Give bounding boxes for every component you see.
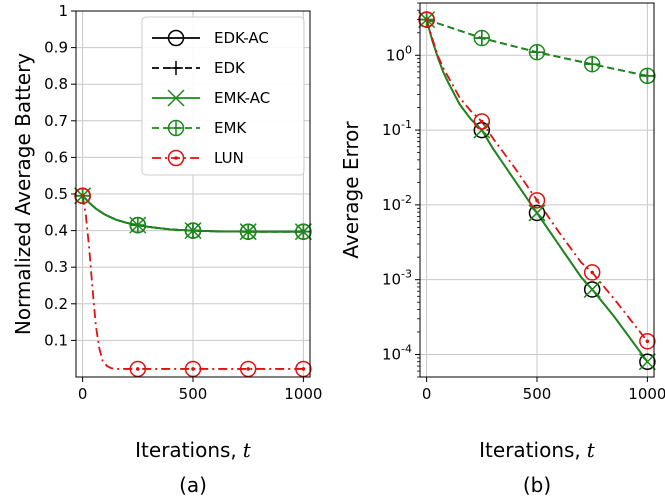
y-tick-label: 0.9 <box>44 39 68 57</box>
marker-lun <box>583 264 601 281</box>
x-tick-label: 1000 <box>284 385 322 403</box>
y-tick-label: 0.6 <box>44 148 68 166</box>
marker-emk <box>528 43 546 61</box>
marker-emk <box>129 216 147 234</box>
panel-a: 0 500 1000 0.1 0.2 0.3 0.4 0.5 0.6 0.7 0.8 0.9 1 EDK… <box>11 2 322 497</box>
y-tick-label: 100 <box>386 43 412 64</box>
marker-emk <box>639 67 656 85</box>
x-axis-label-a-text: Iterations, <box>135 438 237 462</box>
caption-b: (b) <box>523 473 551 497</box>
marker-emk-ac <box>638 353 656 371</box>
legend-marker <box>167 119 185 137</box>
y-tick-label: 10-4 <box>382 342 412 363</box>
x-axis-label-b: Iterations, t <box>479 438 596 462</box>
marker-lun <box>528 192 546 209</box>
series-line-lun <box>81 195 304 370</box>
legend-item-emk-ac: EMK-AC <box>152 89 270 107</box>
ticks-a: 0 500 1000 0.1 0.2 0.3 0.4 0.5 0.6 0.7 0.8 0.9 1 <box>44 2 322 403</box>
marker-emk-ac <box>528 204 546 222</box>
marker-emk <box>583 55 601 73</box>
legend-item-emk: EMK <box>152 119 247 137</box>
marker-lun <box>639 333 656 350</box>
y-tick-label: 10-1 <box>382 118 412 139</box>
legend-label: EDK <box>214 59 246 77</box>
legend-marker <box>167 89 185 107</box>
x-axis-label-b-var: t <box>587 438 596 462</box>
marker-edk-ac <box>639 353 656 370</box>
y-tick-label: 0.3 <box>44 258 68 276</box>
y-tick-label: 0.5 <box>44 185 68 203</box>
legend-label: LUN <box>214 149 244 167</box>
y-tick-label: 10-2 <box>382 193 412 214</box>
marker-lun <box>184 360 202 378</box>
y-tick-label: 0.4 <box>44 222 68 240</box>
x-tick-label: 500 <box>179 385 208 403</box>
legend-box <box>141 16 305 176</box>
series-b <box>418 11 656 371</box>
x-axis-label-a: Iterations, t <box>135 438 252 462</box>
marker-edk-ac <box>528 204 546 222</box>
x-tick-label: 0 <box>422 385 432 403</box>
legend-item-edk-ac: EDK-AC <box>152 29 269 47</box>
marker-emk <box>473 29 491 47</box>
legend-marker <box>169 61 183 75</box>
marker-emk <box>295 223 312 240</box>
series-line-lun <box>425 19 649 342</box>
legend-label: EMK-AC <box>214 89 270 107</box>
y-tick-label: 1 <box>58 2 68 20</box>
y-tick-label: 0.1 <box>44 331 68 349</box>
legend-item-edk: EDK <box>152 59 246 77</box>
marker-emk <box>184 222 202 239</box>
y-tick-label: 0.8 <box>44 75 68 93</box>
panel-b: 0 500 1000 10-4 10-3 10-2 10-1 100 Average Erro… <box>339 2 665 497</box>
legend: EDK-AC EDK EMK-AC EMK LUN <box>141 16 305 176</box>
x-tick-label: 500 <box>523 385 552 403</box>
ticks-b: 0 500 1000 10-4 10-3 10-2 10-1 100 <box>382 2 665 403</box>
legend-label: EMK <box>214 119 247 137</box>
x-axis-label-a-var: t <box>243 438 252 462</box>
marker-lun <box>129 360 147 378</box>
y-tick-label: 0.2 <box>44 295 68 313</box>
x-tick-label: 0 <box>78 385 88 403</box>
marker-edk-ac <box>583 281 601 298</box>
y-axis-label-a: Normalized Average Battery <box>11 53 35 335</box>
series-a <box>74 187 312 378</box>
x-axis-label-b-text: Iterations, <box>479 438 581 462</box>
marker-lun <box>473 113 491 130</box>
marker-emk-ac <box>583 280 601 298</box>
y-tick-label: 0.7 <box>44 112 68 130</box>
marker-lun <box>239 360 257 378</box>
marker-lun <box>74 187 91 205</box>
y-tick-label: 10-3 <box>382 268 412 289</box>
caption-a: (a) <box>179 473 207 497</box>
legend-item-lun: LUN <box>152 149 244 167</box>
marker-emk-ac <box>473 121 491 139</box>
legend-marker <box>167 149 185 167</box>
legend-label: EDK-AC <box>214 29 269 47</box>
legend-marker <box>167 29 185 47</box>
x-tick-label: 1000 <box>628 385 665 403</box>
marker-emk <box>239 223 257 240</box>
marker-lun <box>295 360 312 378</box>
y-axis-label-b: Average Error <box>339 121 363 259</box>
